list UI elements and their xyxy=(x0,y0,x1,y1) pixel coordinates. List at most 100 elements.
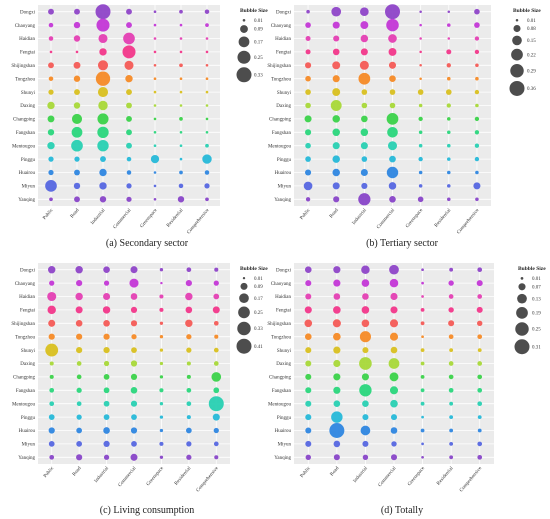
y-tick-label: Mentougou xyxy=(268,402,292,407)
bubble xyxy=(332,319,341,328)
bubble xyxy=(474,89,480,95)
legend-label: 0.15 xyxy=(527,39,536,44)
bubble xyxy=(103,333,110,340)
y-tick-label: Fangshan xyxy=(16,389,36,394)
bubble xyxy=(360,128,369,137)
bubble xyxy=(390,414,398,421)
bubble xyxy=(71,113,83,124)
bubble xyxy=(204,183,210,189)
bubble xyxy=(389,386,399,395)
bubble xyxy=(332,88,341,97)
bubble xyxy=(97,60,109,71)
legend-label: 0.01 xyxy=(254,19,263,24)
legend-label: 0.29 xyxy=(527,69,536,74)
bubble xyxy=(448,387,454,393)
bubble xyxy=(103,454,110,460)
bubble xyxy=(304,266,312,273)
x-tick-label: Comprehensive xyxy=(187,207,212,235)
bubble xyxy=(333,35,340,42)
bubble xyxy=(214,455,219,460)
bubble xyxy=(186,387,192,393)
bubble xyxy=(95,4,111,20)
bubble xyxy=(213,347,219,353)
bubble xyxy=(103,266,110,274)
bubble xyxy=(159,415,164,419)
bubble xyxy=(389,195,396,203)
bubble xyxy=(418,170,423,175)
bubble xyxy=(477,320,483,326)
legend-label: 0.41 xyxy=(254,345,263,350)
bubble xyxy=(49,387,55,393)
bubble xyxy=(447,130,451,135)
x-tick-label: Residential xyxy=(166,208,185,229)
y-tick-label: Dongxi xyxy=(276,268,292,273)
bubble xyxy=(448,280,454,286)
bubble xyxy=(360,168,368,177)
bubble xyxy=(305,293,312,300)
bubble xyxy=(475,170,479,175)
bubble xyxy=(186,401,192,407)
bubble xyxy=(418,156,423,162)
bubble xyxy=(179,157,183,161)
bubble xyxy=(179,170,183,175)
bubble xyxy=(48,89,54,95)
bubble xyxy=(388,182,397,190)
bubble xyxy=(389,372,399,382)
y-tick-label: Yanqing xyxy=(274,198,291,203)
bubble xyxy=(213,441,219,447)
bubble xyxy=(98,100,108,111)
bubble xyxy=(126,142,132,149)
bubble xyxy=(447,117,451,121)
bubble xyxy=(333,196,340,203)
y-tick-label: Dongxi xyxy=(20,268,36,273)
bubble xyxy=(448,334,454,340)
bubble xyxy=(418,130,423,135)
bubble xyxy=(205,63,209,67)
bubble xyxy=(73,21,81,29)
bubble xyxy=(103,292,111,301)
bubble xyxy=(418,103,423,108)
x-tick-label: Public xyxy=(43,465,56,479)
bubble xyxy=(179,9,183,14)
bubble xyxy=(474,143,480,148)
panel-c-living-consumption: (c) Living consumption Dongxi Chaoyang Hai… xyxy=(11,263,268,516)
y-tick-label: Chaoyang xyxy=(15,282,36,287)
legend-bubble xyxy=(509,80,525,96)
bubble xyxy=(477,334,483,340)
bubble xyxy=(186,415,191,420)
bubble xyxy=(205,197,209,202)
bubble xyxy=(103,347,110,354)
y-tick-label: Daxing xyxy=(20,104,35,109)
bubble xyxy=(389,319,399,328)
y-tick-label: Tongzhou xyxy=(15,335,35,340)
bubble xyxy=(362,454,369,460)
bubble xyxy=(386,18,399,32)
bubble xyxy=(48,414,55,420)
y-tick-label: Pinggu xyxy=(21,416,36,421)
y-tick-label: Chaoyang xyxy=(271,282,292,287)
bubble xyxy=(99,196,107,203)
bubble xyxy=(330,100,342,111)
y-tick-label: Shijingshan xyxy=(11,322,35,327)
x-tick-label: Industrial xyxy=(352,208,369,226)
bubble xyxy=(304,306,312,314)
y-tick-label: Tongzhou xyxy=(271,335,291,340)
bubble xyxy=(205,23,209,27)
bubble xyxy=(213,280,219,286)
bubble xyxy=(48,76,54,81)
bubble xyxy=(362,347,369,354)
bubble xyxy=(421,455,424,459)
bubble xyxy=(126,115,132,122)
bubble xyxy=(305,156,311,162)
bubble xyxy=(73,75,81,82)
bubble xyxy=(305,75,311,82)
legend-bubble xyxy=(510,63,524,78)
bubble xyxy=(361,89,368,95)
bubble xyxy=(103,440,110,447)
x-tick-label: Industrial xyxy=(353,466,370,484)
bubble xyxy=(48,333,55,340)
bubble xyxy=(76,333,83,340)
bubble xyxy=(389,102,396,109)
legend-bubble xyxy=(515,322,529,336)
bubble xyxy=(153,77,157,81)
